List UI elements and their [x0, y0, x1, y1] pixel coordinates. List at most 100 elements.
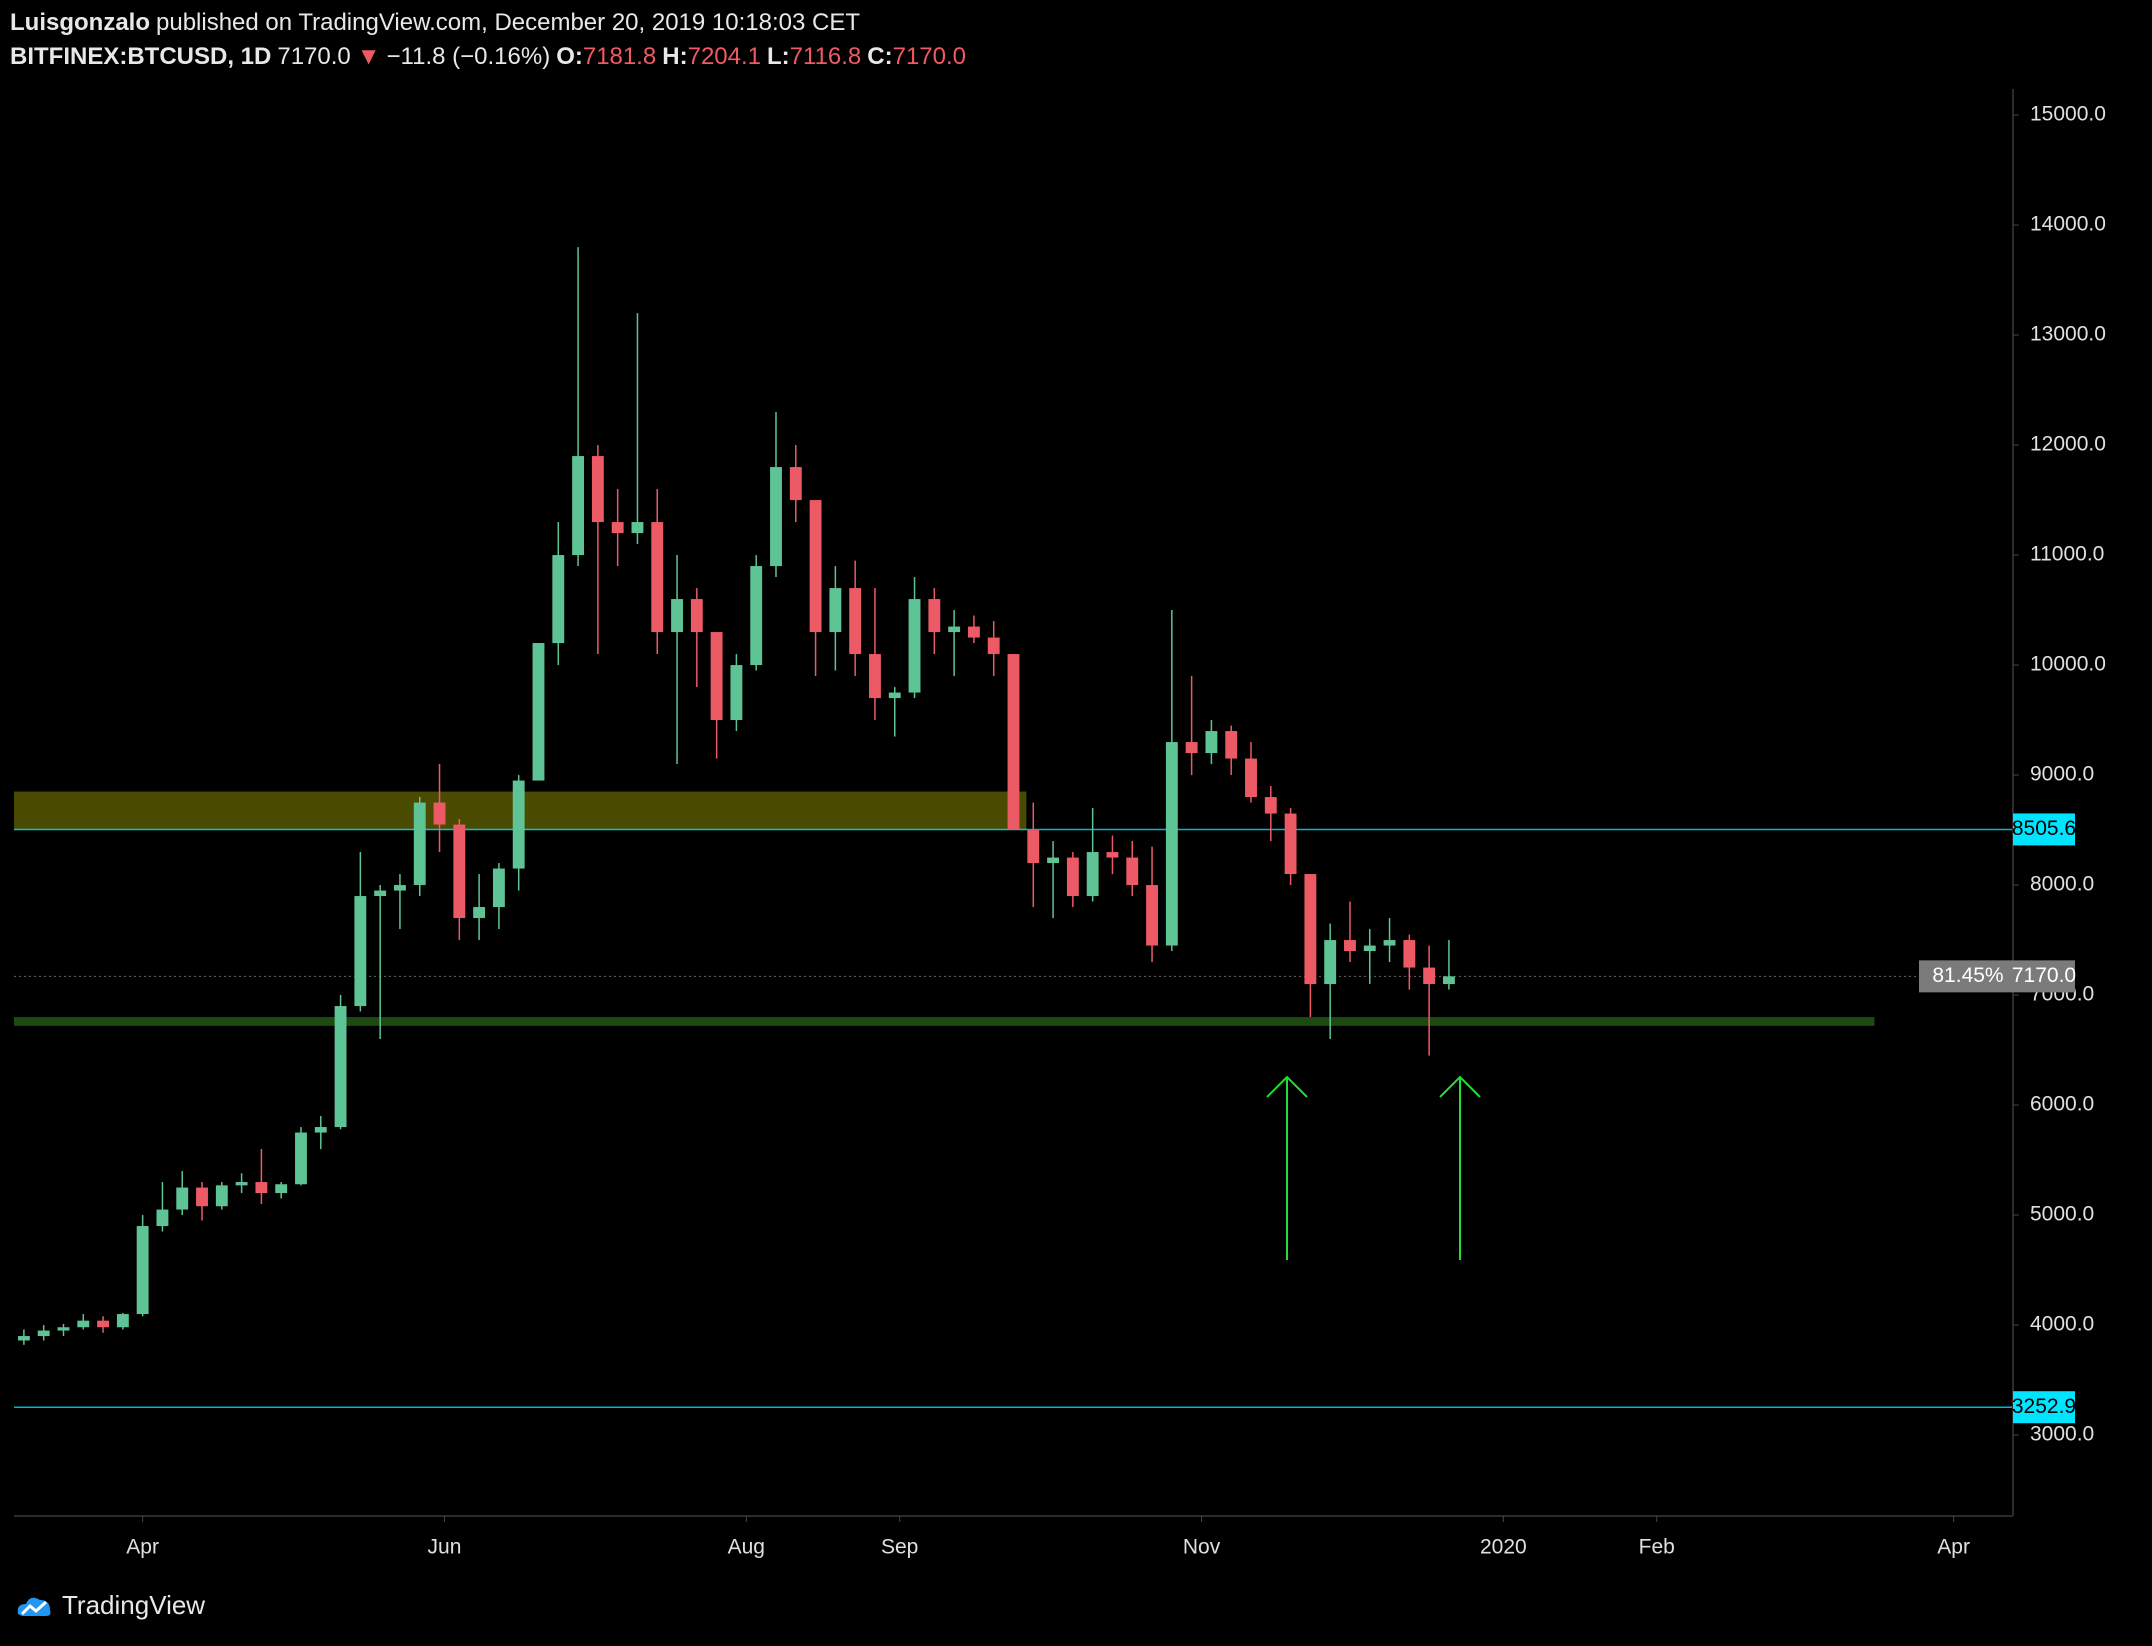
candle-body: [1047, 857, 1060, 864]
candle-body: [295, 1132, 307, 1185]
arrow-up: [1439, 1075, 1481, 1260]
candle-body: [1442, 976, 1455, 985]
y-tick-label: 6000.0: [2030, 1093, 2094, 1116]
arrow-up: [1266, 1075, 1308, 1260]
candle-body: [591, 456, 604, 523]
candle-body: [1086, 852, 1099, 897]
y-tick-label: 13000.0: [2030, 323, 2106, 346]
candle-body: [275, 1184, 288, 1194]
candle-body: [928, 599, 941, 633]
x-tick-label: Jun: [428, 1536, 462, 1559]
header-line: Luisgonzalo published on TradingView.com,…: [10, 6, 978, 40]
arrow: [1266, 1075, 1481, 1260]
price-label-box: [2013, 813, 2075, 846]
footer: TradingView: [14, 1590, 205, 1621]
candle-body: [1363, 945, 1376, 952]
candle-body: [1106, 852, 1119, 858]
x-tick-label: Apr: [126, 1536, 159, 1559]
candle-body: [770, 467, 782, 567]
y-tick-label: 8000.0: [2030, 873, 2094, 896]
candle-body: [97, 1320, 110, 1328]
last-price: 7170.0: [277, 43, 351, 70]
header: Luisgonzalo published on TradingView.com,…: [10, 6, 978, 74]
candle-body: [967, 626, 980, 638]
candle-body: [156, 1209, 169, 1227]
y-tick-label: 12000.0: [2030, 433, 2106, 456]
candle-body: [1264, 797, 1277, 814]
candle-body: [948, 626, 961, 633]
header-line: BITFINEX:BTCUSD, 1D 7170.0 ▼ −11.8 (−0.16%)…: [10, 40, 978, 74]
candle-body: [433, 802, 446, 825]
candle-body: [730, 665, 743, 721]
candle-body: [1146, 885, 1158, 946]
candle-body: [1225, 731, 1238, 759]
x-tick-label: Sep: [881, 1536, 918, 1559]
symbol: BITFINEX:BTCUSD, 1D: [10, 43, 272, 70]
y-tick-label: 5000.0: [2030, 1203, 2094, 1226]
candle-body: [473, 907, 486, 919]
y-tick-label: 9000.0: [2030, 763, 2094, 786]
candle-body: [572, 456, 585, 556]
candle-body: [750, 566, 763, 666]
price-label: 3252.9: [2012, 1395, 2076, 1418]
candle-body: [37, 1330, 50, 1337]
candle-body: [651, 522, 664, 633]
candle-body: [196, 1187, 208, 1207]
candle-body: [809, 500, 822, 633]
candle-body: [829, 588, 842, 633]
logo-line: [20, 1600, 48, 1615]
candle-body: [690, 599, 703, 633]
candle-body: [987, 637, 1000, 655]
candle-body: [17, 1336, 30, 1341]
published: published on TradingView.com, December 2…: [156, 9, 860, 36]
ohlc-key: C:: [867, 43, 893, 70]
candle-body: [354, 896, 367, 1007]
candle-body: [671, 599, 683, 633]
candle-body: [1027, 830, 1040, 864]
candle-body: [908, 599, 921, 693]
zone: [14, 1017, 1875, 1026]
candle-body: [374, 890, 387, 897]
candle-body: [1324, 940, 1337, 985]
candle-body: [215, 1185, 228, 1207]
candle-body: [413, 802, 426, 886]
candle-body: [235, 1182, 248, 1186]
brand: TradingView: [62, 1590, 206, 1620]
y-tick-label: 11000.0: [2030, 543, 2104, 566]
candle-body: [255, 1182, 268, 1194]
candle-body: [1284, 813, 1297, 875]
change-arrow: ▼: [356, 43, 381, 70]
x-tick-label: Aug: [728, 1536, 765, 1559]
candle-body: [1245, 758, 1257, 798]
y-tick-label: 3000.0: [2030, 1423, 2094, 1446]
candle-body: [1383, 940, 1396, 946]
price-label-box: [2013, 1391, 2075, 1424]
ohlc-value: 7170.0: [892, 43, 967, 70]
candle-body: [1344, 940, 1356, 952]
candle-body: [453, 824, 466, 919]
candle-body: [1126, 857, 1139, 886]
candle-body: [1066, 857, 1079, 897]
candle-body: [611, 522, 624, 534]
ohlc-value: 7181.8: [582, 43, 657, 70]
candle-body: [176, 1187, 189, 1210]
candle-body: [394, 885, 406, 891]
candle-body: [710, 632, 723, 721]
x-tick-label: Feb: [1639, 1536, 1675, 1559]
candle-body: [532, 643, 545, 781]
candle-body: [334, 1006, 347, 1128]
candle-body: [136, 1226, 149, 1315]
last-percent: 81.45%: [1932, 964, 2003, 987]
candle-body: [116, 1314, 129, 1328]
candle-body: [849, 588, 862, 655]
y-tick-label: 15000.0: [2030, 103, 2106, 126]
x-tick-label: Nov: [1183, 1536, 1221, 1559]
candle-body: [492, 868, 505, 908]
candle-body: [789, 467, 802, 501]
candle-body: [1205, 731, 1218, 754]
candle-body: [1185, 742, 1198, 754]
y-tick-label: 10000.0: [2030, 653, 2106, 676]
ohlc-key: L:: [767, 43, 790, 70]
candle-body: [631, 522, 644, 534]
